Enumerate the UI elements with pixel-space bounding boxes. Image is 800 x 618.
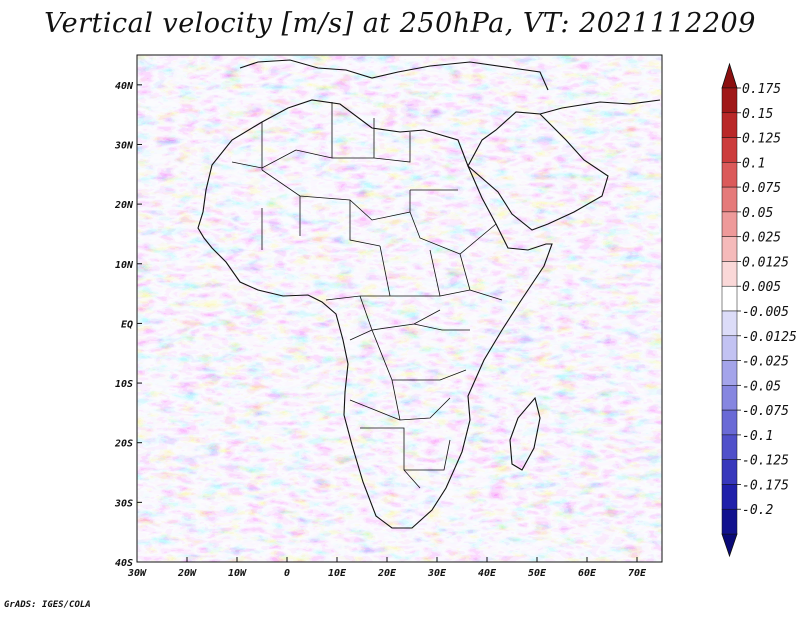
lon-tick-label: 60E — [578, 568, 597, 579]
colorbar-label: -0.125 — [742, 454, 789, 469]
colorbar-segment — [721, 285, 738, 312]
colorbar-label: 0.15 — [742, 107, 773, 122]
plot-frame — [136, 54, 663, 563]
lon-tick-label: 30W — [127, 568, 147, 579]
colorbar-segment — [721, 360, 738, 386]
lat-tick-label: EQ — [121, 319, 133, 330]
colorbar-segment — [721, 186, 738, 213]
colorbar-label: -0.05 — [742, 379, 781, 394]
colorbar-label: -0.1 — [742, 429, 773, 444]
colorbar-segment — [721, 137, 738, 163]
map-title: Vertical velocity [m/s] at 250hPa, VT: 2… — [44, 8, 756, 39]
lat-tick-label: 40N — [115, 81, 134, 92]
lat-tick-label: 30N — [114, 140, 134, 151]
colorbar-segment — [721, 385, 738, 411]
map-axes: 30W 20W 10W 0 10E 20E 30E 40E 50E 60E 70E 40N 30N 20N… — [114, 81, 647, 579]
colorbar: 0.175 0.15 0.125 0.1 0.075 0.05 0.025 0.0125 0.0… — [721, 62, 797, 558]
lon-tick-label: 10W — [228, 568, 247, 579]
grads-credit: GrADS: IGES/COLA — [4, 600, 91, 610]
coastlines-and-borders — [197, 59, 661, 529]
lon-tick-label: 70E — [628, 568, 647, 579]
colorbar-label: 0.05 — [742, 206, 773, 221]
lon-tick-label: 50E — [528, 568, 547, 579]
colorbar-label: -0.025 — [742, 355, 789, 370]
colorbar-label: 0.125 — [742, 132, 781, 147]
lat-tick-label: 10N — [115, 260, 134, 271]
arabian-peninsula-coastline — [467, 111, 609, 231]
colorbar-label: 0.025 — [742, 231, 781, 246]
colorbar-label: 0.175 — [742, 82, 781, 97]
lon-tick-label: 20W — [177, 568, 197, 579]
colorbar-segment — [721, 162, 738, 188]
persian-gulf-coastline — [539, 99, 661, 115]
lat-tick-label: 30S — [114, 498, 133, 509]
colorbar-segment — [721, 236, 738, 262]
colorbar-segment — [721, 211, 738, 237]
colorbar-segment — [721, 87, 738, 114]
colorbar-segment — [721, 261, 738, 287]
lon-tick-label: 30E — [427, 568, 447, 579]
colorbar-segment — [721, 112, 738, 138]
lon-tick-label: 40E — [478, 568, 497, 579]
colorbar-label: -0.075 — [742, 404, 789, 419]
colorbar-segment — [721, 484, 738, 510]
lat-tick-label: 20S — [114, 439, 133, 450]
europe-coastline — [239, 59, 549, 91]
plot-area — [136, 54, 663, 563]
colorbar-label: 0.0125 — [742, 255, 789, 270]
colorbar-label: -0.005 — [742, 305, 789, 320]
colorbar-label: 0.005 — [742, 280, 781, 295]
lon-tick-label: 20E — [377, 568, 397, 579]
colorbar-segment — [721, 508, 738, 535]
country-borders — [231, 102, 503, 489]
vertical-velocity-texture — [137, 55, 662, 562]
colorbar-label: -0.175 — [742, 478, 789, 493]
colorbar-label: -0.0125 — [742, 330, 797, 345]
africa-coastline — [197, 99, 553, 529]
colorbar-label: 0.1 — [742, 156, 765, 171]
lat-tick-label: 10S — [115, 379, 133, 390]
lat-tick-label: 20N — [114, 200, 134, 211]
colorbar-label: -0.2 — [742, 503, 773, 518]
colorbar-segment — [721, 335, 738, 361]
lon-tick-label: 10E — [328, 568, 347, 579]
madagascar-coastline — [509, 396, 541, 471]
colorbar-bottom-arrow — [721, 533, 738, 558]
colorbar-segment — [721, 459, 738, 485]
lat-tick-label: 40S — [115, 558, 133, 569]
colorbar-segment — [721, 409, 738, 436]
colorbar-top-arrow — [721, 62, 738, 89]
lon-tick-label: 0 — [284, 568, 290, 579]
colorbar-label: 0.075 — [742, 181, 781, 196]
colorbar-segment — [721, 310, 738, 337]
colorbar-segment — [721, 434, 738, 460]
